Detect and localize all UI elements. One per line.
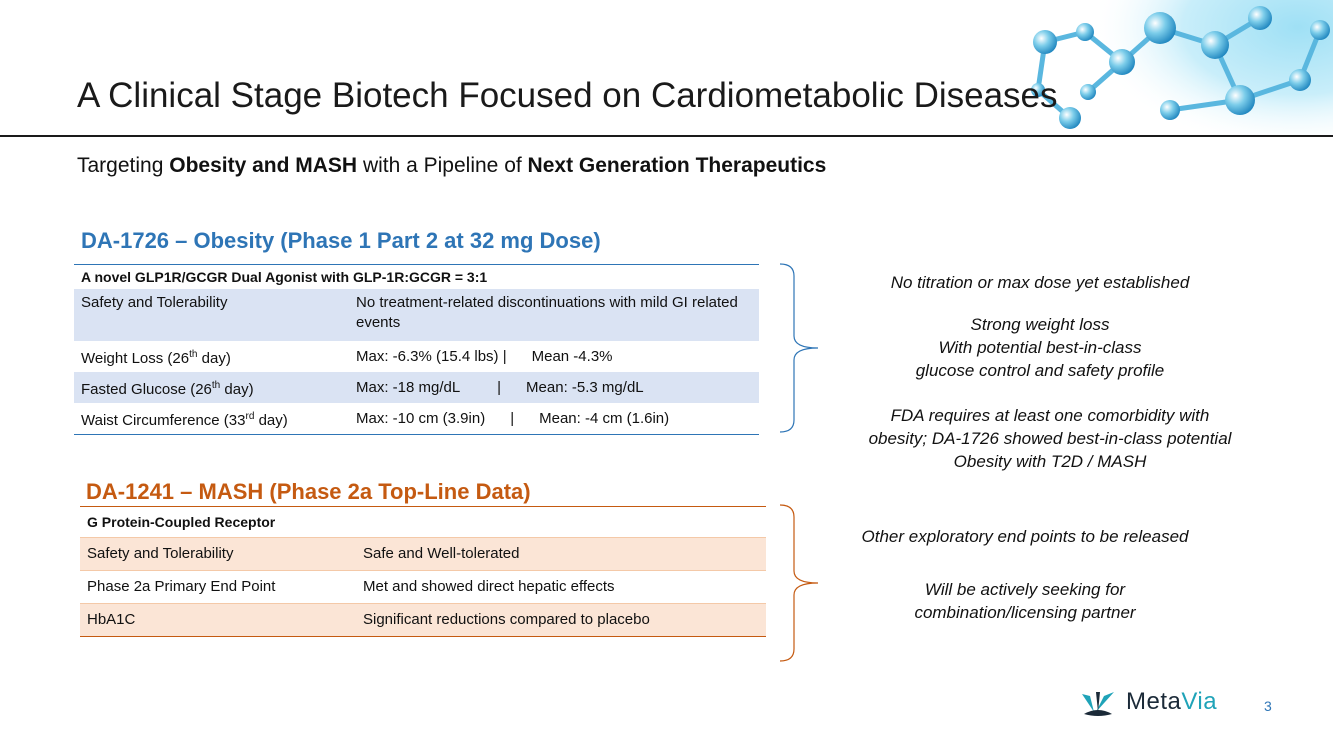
note-partner: Will be actively seeking for combination… bbox=[914, 580, 1136, 622]
note-titration: No titration or max dose yet established bbox=[890, 273, 1190, 292]
row-label: Phase 2a Primary End Point bbox=[80, 570, 356, 604]
row-value: No treatment-related discontinuations wi… bbox=[349, 289, 759, 341]
subtitle-bold-2: Next Generation Therapeutics bbox=[527, 154, 827, 177]
table-da1241: G Protein-Coupled Receptor Safety and To… bbox=[80, 506, 766, 637]
table-header: A novel GLP1R/GCGR Dual Agonist with GLP… bbox=[74, 264, 759, 289]
table-header-row: A novel GLP1R/GCGR Dual Agonist with GLP… bbox=[74, 264, 759, 289]
row-label: Safety and Tolerability bbox=[80, 537, 356, 571]
row-value: Max: -18 mg/dL | Mean: -5.3 mg/dL bbox=[349, 372, 759, 403]
row-label: Fasted Glucose (26th day) bbox=[74, 372, 349, 403]
table-row: Weight Loss (26th day) Max: -6.3% (15.4 … bbox=[74, 341, 759, 372]
brace-section1 bbox=[779, 263, 819, 433]
brace-section2 bbox=[779, 504, 819, 662]
slide-subtitle: Targeting Obesity and MASH with a Pipeli… bbox=[77, 154, 826, 178]
subtitle-text-2: with a Pipeline of bbox=[357, 154, 528, 177]
table-header-row: G Protein-Coupled Receptor bbox=[80, 507, 766, 538]
row-value: Max: -10 cm (3.9in) | Mean: -4 cm (1.6in… bbox=[356, 409, 670, 427]
note-fda: FDA requires at least one comorbidity wi… bbox=[868, 406, 1232, 471]
table-row: Fasted Glucose (26th day) Max: -18 mg/dL… bbox=[74, 372, 759, 403]
molecule-illustration bbox=[1031, 0, 1333, 136]
table-header: G Protein-Coupled Receptor bbox=[87, 514, 276, 530]
row-label: Weight Loss (26th day) bbox=[81, 348, 231, 367]
metavia-logo-icon bbox=[1082, 692, 1114, 716]
table-da1726: A novel GLP1R/GCGR Dual Agonist with GLP… bbox=[74, 264, 759, 435]
row-value: Max: -6.3% (15.4 lbs) | Mean -4.3% bbox=[356, 347, 613, 365]
slide-title: A Clinical Stage Biotech Focused on Card… bbox=[77, 76, 1058, 115]
subtitle-text-1: Targeting bbox=[77, 154, 170, 177]
row-value: Safe and Well-tolerated bbox=[356, 537, 766, 571]
title-divider bbox=[0, 135, 1333, 137]
row-value: Significant reductions compared to place… bbox=[356, 603, 766, 637]
metavia-logo-text: MetaVia bbox=[1126, 688, 1218, 715]
note-weight-loss: Strong weight loss With potential best-i… bbox=[915, 315, 1165, 380]
section-title-da1241: DA-1241 – MASH (Phase 2a Top-Line Data) bbox=[86, 479, 531, 504]
table-row: Safety and Tolerability No treatment-rel… bbox=[74, 289, 759, 341]
row-label: Waist Circumference (33rd day) bbox=[81, 410, 288, 429]
table-row: Phase 2a Primary End Point Met and showe… bbox=[80, 570, 766, 604]
row-label: HbA1C bbox=[80, 603, 356, 637]
subtitle-bold-1: Obesity and MASH bbox=[169, 154, 358, 177]
page-number: 3 bbox=[1264, 698, 1272, 714]
section-title-da1726: DA-1726 – Obesity (Phase 1 Part 2 at 32 … bbox=[81, 228, 601, 253]
row-value: Met and showed direct hepatic effects bbox=[356, 570, 766, 604]
row-label: Safety and Tolerability bbox=[74, 289, 349, 341]
table-row: HbA1C Significant reductions compared to… bbox=[80, 603, 766, 637]
table-row: Waist Circumference (33rd day) Max: -10 … bbox=[74, 403, 759, 435]
note-exploratory: Other exploratory end points to be relea… bbox=[861, 527, 1189, 546]
table-row: Safety and Tolerability Safe and Well-to… bbox=[80, 537, 766, 571]
